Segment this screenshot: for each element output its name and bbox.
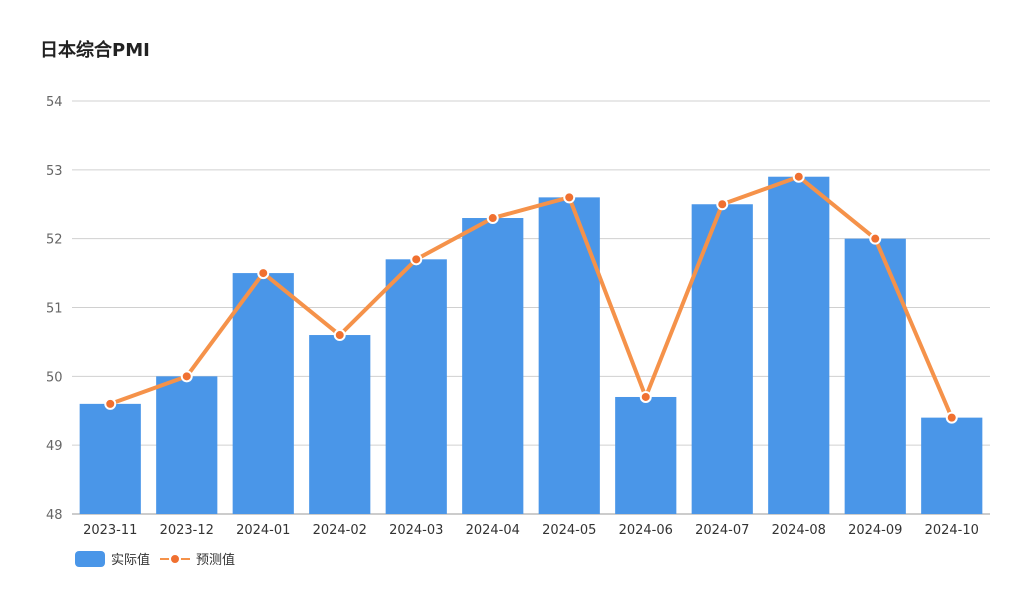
bar-2024-02[interactable] bbox=[309, 335, 371, 514]
forecast-point-2024-02[interactable] bbox=[333, 329, 346, 342]
legend-item-actual[interactable]: 实际值 bbox=[75, 549, 150, 568]
forecast-point-2023-11[interactable] bbox=[104, 397, 117, 410]
forecast-point-2024-06[interactable] bbox=[639, 390, 652, 403]
legend-item-forecast[interactable]: 预测值 bbox=[160, 549, 235, 568]
legend: 实际值 预测值 bbox=[75, 549, 245, 568]
legend-label-forecast: 预测值 bbox=[196, 553, 236, 568]
grid-lines bbox=[72, 100, 990, 515]
bar-2024-08[interactable] bbox=[768, 176, 830, 514]
x-tick-label: 2024-08 bbox=[772, 523, 826, 538]
legend-label-actual: 实际值 bbox=[111, 553, 151, 568]
y-tick-label: 50 bbox=[46, 370, 63, 385]
bar-2023-12[interactable] bbox=[156, 376, 218, 514]
y-tick-label: 49 bbox=[46, 439, 63, 454]
bar-2024-07[interactable] bbox=[691, 204, 753, 514]
bar-2024-04[interactable] bbox=[462, 218, 524, 514]
x-tick-label: 2024-04 bbox=[466, 523, 520, 538]
x-tick-label: 2024-02 bbox=[313, 523, 367, 538]
forecast-point-2024-03[interactable] bbox=[410, 253, 423, 266]
forecast-point-2024-09[interactable] bbox=[869, 232, 882, 245]
bar-2023-11[interactable] bbox=[79, 403, 141, 514]
line-forecast bbox=[108, 174, 954, 420]
x-tick-label: 2024-10 bbox=[925, 523, 979, 538]
x-tick-label: 2024-05 bbox=[542, 523, 596, 538]
bar-2024-01[interactable] bbox=[232, 273, 294, 514]
y-tick-label: 51 bbox=[46, 302, 63, 317]
bars-actual bbox=[79, 176, 983, 514]
x-tick-label: 2024-06 bbox=[619, 523, 673, 538]
y-tick-label: 54 bbox=[46, 95, 63, 110]
forecast-point-2024-10[interactable] bbox=[945, 411, 958, 424]
forecast-line bbox=[108, 174, 954, 420]
y-tick-label: 48 bbox=[46, 508, 63, 523]
forecast-point-2024-07[interactable] bbox=[716, 198, 729, 211]
y-axis-ticks: 48 49 50 51 52 53 54 bbox=[46, 95, 63, 523]
y-tick-label: 52 bbox=[46, 233, 63, 248]
x-tick-label: 2023-11 bbox=[83, 523, 137, 538]
x-tick-label: 2024-09 bbox=[848, 523, 902, 538]
x-tick-label: 2024-03 bbox=[389, 523, 443, 538]
forecast-point-2024-01[interactable] bbox=[257, 267, 270, 280]
y-tick-label: 53 bbox=[46, 164, 63, 179]
forecast-point-2023-12[interactable] bbox=[180, 370, 193, 383]
bar-2024-03[interactable] bbox=[385, 259, 447, 514]
x-tick-label: 2024-01 bbox=[236, 523, 290, 538]
bar-2024-05[interactable] bbox=[538, 197, 600, 514]
bar-2024-06[interactable] bbox=[615, 396, 677, 514]
x-tick-label: 2023-12 bbox=[160, 523, 214, 538]
legend-swatch-actual bbox=[75, 550, 105, 567]
forecast-point-2024-08[interactable] bbox=[792, 170, 805, 183]
bar-2024-09[interactable] bbox=[844, 238, 906, 514]
legend-swatch-forecast bbox=[160, 551, 191, 567]
chart-title: 日本综合PMI bbox=[40, 40, 150, 61]
x-tick-label: 2024-07 bbox=[695, 523, 749, 538]
forecast-point-2024-04[interactable] bbox=[486, 212, 499, 225]
forecast-point-2024-05[interactable] bbox=[563, 191, 576, 204]
x-axis-ticks: 2023-11 2023-12 2024-01 2024-02 2024-03 2024-… bbox=[83, 523, 979, 538]
points-forecast bbox=[104, 170, 958, 424]
bar-2024-10[interactable] bbox=[921, 417, 983, 514]
